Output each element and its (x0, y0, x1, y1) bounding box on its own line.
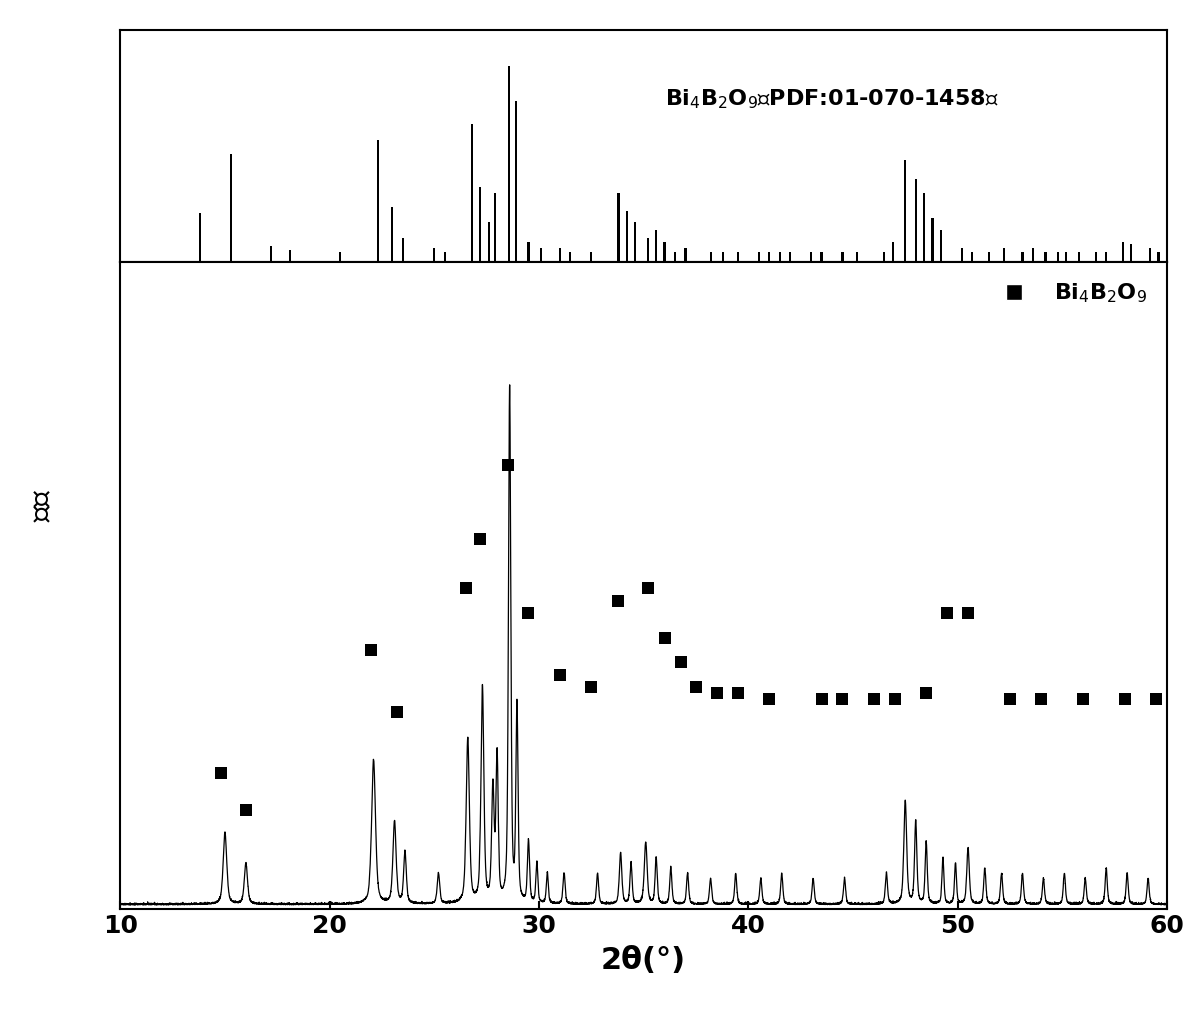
Bar (470, 124, 473, 262)
Bar (230, 154, 232, 262)
Bar (487, 222, 490, 262)
Bar (591, 251, 592, 262)
Bar (339, 251, 342, 262)
Bar (988, 251, 990, 262)
Bar (883, 251, 885, 262)
Bar (923, 193, 925, 262)
Bar (634, 222, 636, 262)
Bar (508, 66, 510, 262)
Bar (914, 179, 917, 262)
Bar (810, 251, 812, 262)
Bar (1131, 243, 1132, 262)
Bar (891, 242, 894, 262)
Bar (540, 247, 543, 262)
Bar (433, 247, 435, 262)
Bar (674, 251, 676, 262)
Text: $\bf{峰强}$: $\bf{峰强}$ (28, 488, 57, 522)
Text: Bi$_4$B$_2$O$_9$（PDF:01-070-1458）: Bi$_4$B$_2$O$_9$（PDF:01-070-1458） (664, 88, 998, 111)
Bar (905, 160, 906, 262)
Bar (722, 251, 724, 262)
Bar (617, 193, 620, 262)
Bar (647, 238, 648, 262)
Bar (769, 251, 770, 262)
Bar (1149, 247, 1151, 262)
Bar (377, 140, 379, 262)
Bar (198, 212, 201, 262)
Bar (1066, 251, 1067, 262)
Bar (857, 251, 858, 262)
Bar (971, 251, 973, 262)
Bar (758, 251, 760, 262)
Bar (1032, 247, 1035, 262)
Bar (527, 242, 529, 262)
Bar (931, 218, 934, 262)
Bar (494, 193, 496, 262)
Bar (1044, 251, 1047, 262)
Bar (789, 251, 792, 262)
Bar (841, 251, 843, 262)
Bar (820, 251, 823, 262)
Bar (1106, 251, 1107, 262)
Bar (940, 230, 942, 262)
Bar (778, 251, 781, 262)
Bar (269, 245, 272, 262)
Bar (710, 251, 712, 262)
Bar (736, 251, 739, 262)
Bar (656, 230, 657, 262)
Bar (1157, 251, 1160, 262)
Bar (1002, 247, 1005, 262)
Bar (444, 251, 446, 262)
Bar (1021, 251, 1024, 262)
Bar (1095, 251, 1097, 262)
Bar (664, 242, 665, 262)
Bar (289, 249, 291, 262)
Bar (569, 251, 571, 262)
Bar (1057, 251, 1059, 262)
Bar (402, 238, 404, 262)
Bar (961, 247, 962, 262)
Bar (685, 247, 687, 262)
Bar (515, 101, 517, 262)
Bar (1122, 242, 1124, 262)
Bar (391, 207, 393, 262)
X-axis label: 2θ(°): 2θ(°) (602, 946, 686, 976)
Bar (479, 187, 481, 262)
Bar (1078, 251, 1080, 262)
Bar (559, 247, 561, 262)
Legend: Bi$_4$B$_2$O$_9$: Bi$_4$B$_2$O$_9$ (983, 273, 1156, 314)
Bar (626, 211, 628, 262)
